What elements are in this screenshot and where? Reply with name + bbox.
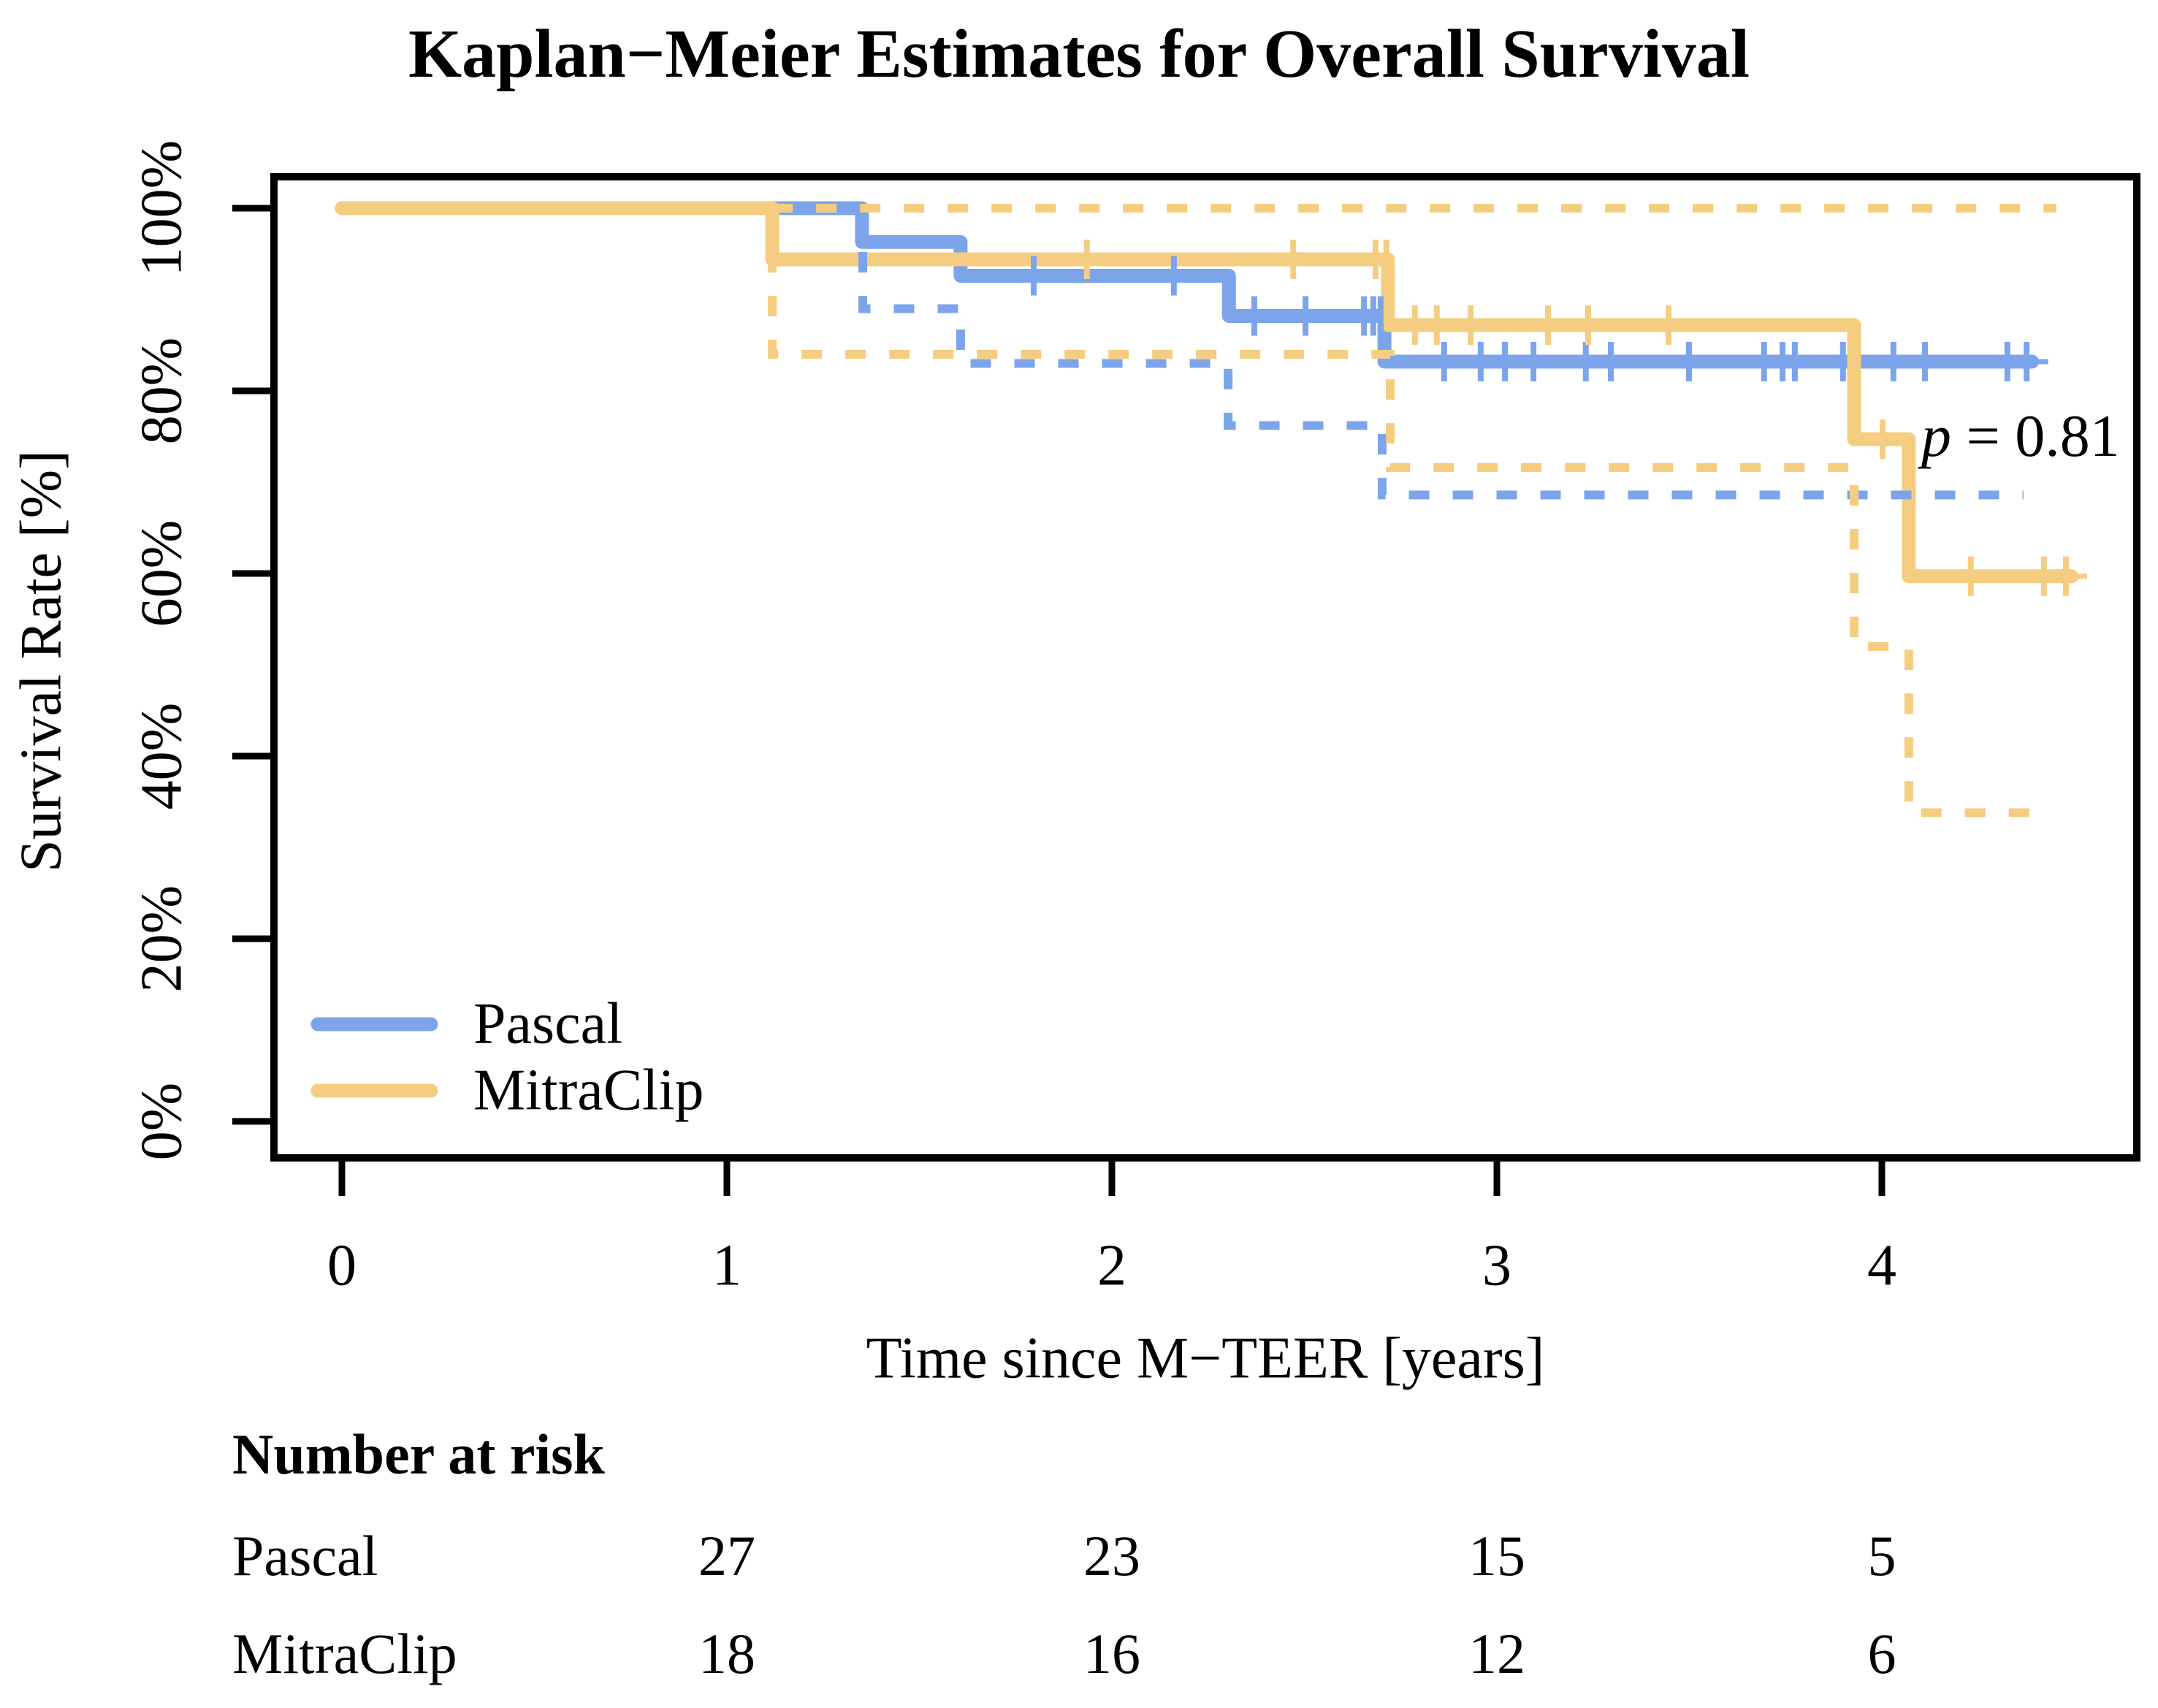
risk-table-header: Number at risk	[232, 1422, 605, 1486]
x-tick-label: 4	[1867, 1233, 1896, 1298]
p-value-variable: p	[1921, 403, 1951, 469]
y-tick-label: 40%	[129, 702, 194, 810]
risk-value-mitraclip: 18	[698, 1622, 755, 1685]
y-tick-label: 60%	[129, 519, 194, 628]
y-tick-label: 0%	[129, 1082, 194, 1161]
risk-value-pascal: 27	[698, 1524, 755, 1587]
x-tick-label: 3	[1482, 1233, 1511, 1298]
y-tick-label: 20%	[129, 885, 194, 993]
legend-label-pascal: Pascal	[473, 991, 623, 1056]
risk-row-label-mitraclip: MitraClip	[232, 1622, 457, 1685]
p-value-text: = 0.81	[1951, 403, 2120, 469]
legend-label-mitraclip: MitraClip	[473, 1058, 704, 1123]
x-tick-label: 1	[712, 1233, 741, 1298]
km-curve-mitraclip	[335, 201, 2079, 584]
risk-value-mitraclip: 16	[1083, 1622, 1140, 1685]
risk-value-pascal: 23	[1083, 1524, 1140, 1587]
y-axis-title: Survival Rate [%]	[9, 450, 74, 872]
risk-value-pascal: 15	[1468, 1524, 1525, 1587]
y-tick-label: 100%	[129, 140, 194, 277]
km-curve-pascal	[335, 201, 2040, 369]
risk-value-pascal: 5	[1867, 1524, 1896, 1587]
plot-frame	[270, 173, 2140, 1162]
x-axis-title: Time since M−TEER [years]	[866, 1326, 1545, 1391]
y-tick-label: 80%	[129, 337, 194, 445]
ci-lower-mitraclip	[768, 208, 2048, 817]
x-tick-label: 2	[1097, 1233, 1126, 1298]
x-tick-label: 0	[327, 1233, 357, 1298]
p-value-annotation: p = 0.81	[1921, 402, 2120, 470]
ci-lower-pascal	[858, 208, 2024, 500]
risk-value-mitraclip: 12	[1468, 1622, 1525, 1685]
risk-value-mitraclip: 6	[1867, 1622, 1896, 1685]
chart-title: Kaplan−Meier Estimates for Overall Survi…	[408, 16, 1750, 92]
risk-row-label-pascal: Pascal	[232, 1524, 378, 1587]
